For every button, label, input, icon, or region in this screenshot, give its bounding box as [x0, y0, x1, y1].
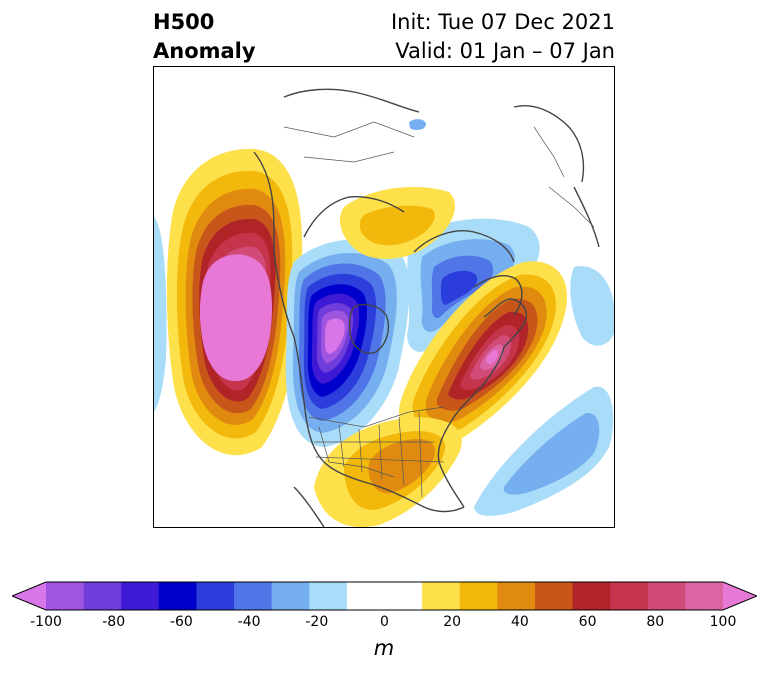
- coast-siberia: [283, 88, 420, 113]
- coast-hudson-bay: [348, 303, 390, 354]
- coast-europe: [573, 186, 600, 248]
- title-left: H500 Anomaly: [153, 8, 256, 66]
- colorbar-segment: [685, 582, 724, 610]
- colorbar-segment: [46, 582, 85, 610]
- colorbar-tick-label: -40: [237, 614, 261, 630]
- colorbar-segment: [422, 582, 461, 610]
- title-right: Init: Tue 07 Dec 2021 Valid: 01 Jan – 07…: [391, 8, 615, 66]
- colorbar-segment: [384, 582, 423, 610]
- political-borders: [283, 121, 595, 498]
- borders-europe: [533, 126, 595, 228]
- title-variable: H500: [153, 10, 215, 34]
- colorbar-extend-high: [723, 582, 757, 610]
- colorbar-tick-label: 100: [709, 614, 737, 630]
- negative-anomaly-arctic-small: [409, 119, 426, 130]
- coast-greenland-south: [473, 275, 523, 316]
- negative-anomaly-canada: [285, 239, 410, 447]
- colorbar: [12, 581, 757, 611]
- anomaly-map-svg: [154, 88, 614, 527]
- colorbar-segment: [459, 582, 498, 610]
- colorbar-segments: [46, 582, 724, 610]
- colorbar-tick-label: 0: [380, 614, 389, 630]
- borders-us-states-lateral: [314, 441, 445, 463]
- coast-arctic-canada: [303, 195, 405, 238]
- positive-anomaly-siberia: [339, 187, 456, 259]
- colorbar-segment: [346, 582, 385, 610]
- colorbar-tick-label: -100: [30, 614, 62, 630]
- colorbar-tick-label: 40: [510, 614, 529, 630]
- coast-labrador: [483, 298, 527, 348]
- colorbar-tick-label: 20: [443, 614, 462, 630]
- coast-gulf: [323, 461, 465, 513]
- colorbar-segment: [309, 582, 348, 610]
- negative-anomaly-east-edge: [570, 266, 614, 346]
- colorbar-segment: [534, 582, 574, 610]
- colorbar-segment: [158, 582, 197, 610]
- anomaly-map: [153, 66, 615, 528]
- border-us-canada: [308, 406, 445, 428]
- colorbar-segment: [647, 582, 686, 610]
- colorbar-outline: [12, 581, 757, 611]
- title-type: Anomaly: [153, 39, 256, 63]
- negative-anomaly-north-atlantic: [407, 218, 540, 352]
- colorbar-tick-label: -20: [305, 614, 329, 630]
- colorbar-tick-label: -60: [169, 614, 193, 630]
- colorbar-extend-low: [12, 582, 46, 610]
- contour-m20-sa: [503, 412, 600, 495]
- borders-russia: [283, 121, 415, 163]
- contour-90: [199, 254, 272, 382]
- positive-anomaly-pacific: [166, 148, 303, 456]
- border-us-mexico: [328, 461, 395, 478]
- colorbar-tick-label: 60: [578, 614, 597, 630]
- colorbar-unit: m: [373, 636, 395, 660]
- negative-anomaly-subtropical-atlantic: [474, 386, 614, 516]
- title-valid: Valid: 01 Jan – 07 Jan: [395, 39, 615, 63]
- positive-anomaly-greenland: [399, 261, 568, 445]
- contour-m90: [325, 318, 345, 354]
- colorbar-segment: [271, 582, 310, 610]
- positive-anomaly-eastern-us: [314, 417, 462, 527]
- coast-atlantic-na: [437, 346, 505, 508]
- borders-us-states: [318, 411, 423, 498]
- contour-20-si: [359, 205, 435, 246]
- negative-anomaly-west-edge: [154, 217, 167, 412]
- colorbar-segment: [83, 582, 122, 610]
- coast-mexico: [293, 486, 325, 527]
- coast-scandinavia: [513, 105, 585, 183]
- colorbar-tick-label: 80: [646, 614, 665, 630]
- colorbar-segment: [234, 582, 273, 610]
- contour-30-us: [368, 439, 435, 494]
- colorbar-segment: [497, 582, 536, 610]
- colorbar-segment: [121, 582, 160, 610]
- colorbar-segment: [572, 582, 611, 610]
- coast-pacific-na: [253, 151, 325, 463]
- title-init: Init: Tue 07 Dec 2021: [390, 10, 615, 34]
- contour-90-gr: [486, 349, 499, 365]
- colorbar-segment: [610, 582, 649, 610]
- coast-greenland-north: [413, 230, 515, 263]
- colorbar-segment: [196, 582, 235, 610]
- coastlines: [253, 88, 600, 527]
- colorbar-tick-label: -80: [102, 614, 126, 630]
- anomaly-fills: [154, 119, 614, 527]
- contour-m40-na: [440, 270, 478, 305]
